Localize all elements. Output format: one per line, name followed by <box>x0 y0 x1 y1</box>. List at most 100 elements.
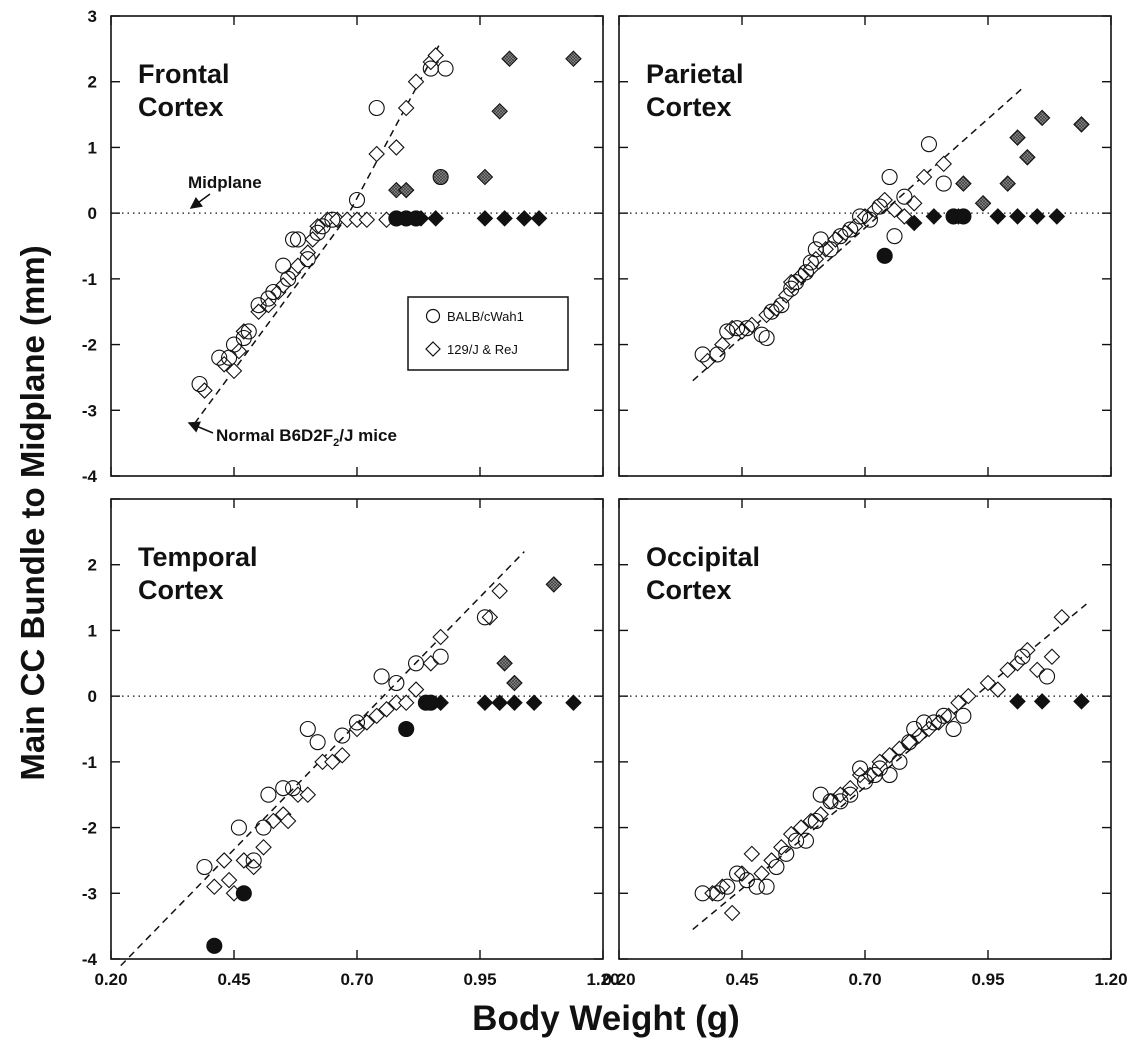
data-point-circle-open <box>437 60 454 77</box>
data-point-diamond-open <box>1053 609 1071 626</box>
data-point-diamond-open <box>304 231 321 248</box>
data-point-diamond-shaded <box>496 655 513 672</box>
data-point-circle-open <box>886 228 903 245</box>
data-point-circle-open <box>432 648 449 665</box>
y-tick-label: -1 <box>82 753 97 772</box>
data-point-diamond-shaded <box>999 175 1016 192</box>
data-point-diamond-filled <box>1009 208 1026 225</box>
data-point-circle-open <box>245 852 262 869</box>
data-point-circle-open <box>773 297 790 314</box>
data-point-diamond-open <box>714 336 731 353</box>
x-tick-label: 0.70 <box>848 970 881 989</box>
data-point-diamond-open <box>279 812 297 830</box>
data-point-circle-open <box>709 346 726 363</box>
annotations: Midplane Normal B6D2F2/J mice <box>187 173 397 449</box>
data-point-diamond-open <box>299 244 317 261</box>
data-point-diamond-open <box>881 747 898 764</box>
data-point-diamond-open <box>699 352 716 370</box>
data-point-diamond-shaded <box>491 103 508 120</box>
data-point-diamond-open <box>235 323 253 340</box>
panel-title-line: Temporal <box>138 542 258 572</box>
data-point-circle-open <box>915 714 933 731</box>
data-point-diamond-open <box>220 871 238 889</box>
data-point-diamond-open <box>274 277 292 294</box>
data-point-circle-open <box>935 175 952 192</box>
legend-box <box>407 296 569 371</box>
data-point-circle-open <box>955 707 972 724</box>
data-point-diamond-open <box>250 303 267 320</box>
data-point-circle-open <box>299 720 316 738</box>
y-tick-label: -3 <box>82 884 97 903</box>
data-point-diamond-open <box>960 687 977 705</box>
data-point-diamond-filled <box>1009 693 1026 710</box>
data-point-circle-open <box>852 208 869 225</box>
data-point-circle-open <box>807 812 824 830</box>
data-point-diamond-shaded <box>955 175 972 192</box>
data-point-circle-shaded <box>432 168 449 186</box>
data-point-circle-open <box>945 720 962 738</box>
data-point-circle-open <box>758 878 775 895</box>
data-point-diamond-open <box>861 766 879 784</box>
x-tick-label: 0.70 <box>340 970 373 989</box>
x-tick-label: 0.95 <box>463 970 496 989</box>
data-point-diamond-filled <box>516 210 533 227</box>
data-point-circle-open <box>871 198 888 215</box>
data-point-diamond-open <box>368 707 385 725</box>
data-point-diamond-open <box>733 865 751 882</box>
data-point-diamond-filled <box>530 210 548 227</box>
data-point-diamond-open <box>910 727 928 744</box>
data-point-circle-open <box>738 320 755 337</box>
data-point-circle-open <box>260 786 277 803</box>
panel-title-line: Cortex <box>138 92 224 122</box>
data-point-diamond-filled <box>427 210 444 227</box>
legend-diamond-marker <box>425 341 441 357</box>
data-point-diamond-open <box>215 356 233 373</box>
y-tick-label: 2 <box>88 73 97 92</box>
data-point-circle-open <box>476 609 493 626</box>
panel-title-line: Cortex <box>138 575 224 605</box>
x-tick-label: 0.20 <box>602 970 635 989</box>
data-point-circle-open <box>822 241 839 258</box>
data-point-diamond-filled <box>476 210 494 227</box>
data-point-circle-open <box>788 832 805 849</box>
legend-label-balb: BALB/cWah1 <box>447 309 524 324</box>
data-point-circle-open <box>373 668 390 685</box>
data-point-diamond-open <box>891 740 908 757</box>
data-point-diamond-open <box>255 839 272 856</box>
y-axis-label: Main CC Bundle to Midplane (mm) <box>14 245 51 780</box>
data-point-circle-filled <box>398 720 415 738</box>
data-point-diamond-open <box>905 195 923 212</box>
data-point-circle-open <box>348 191 366 209</box>
data-point-diamond-open <box>841 779 859 797</box>
data-point-diamond-filled <box>1073 693 1090 710</box>
data-point-diamond-open <box>368 145 385 163</box>
data-point-circle-open <box>719 878 736 895</box>
data-point-circle-open <box>299 251 316 268</box>
data-point-circle-open <box>822 793 839 810</box>
data-point-diamond-open <box>333 747 351 764</box>
data-point-circle-open <box>240 323 257 340</box>
data-point-circle-filled <box>407 210 425 227</box>
data-point-circle-filled <box>235 885 252 902</box>
x-tick-label: 1.20 <box>586 970 619 989</box>
data-point-diamond-open <box>206 878 223 895</box>
x-tick-label: 1.20 <box>1094 970 1127 989</box>
panel-title-line: Cortex <box>646 92 732 122</box>
data-point-diamond-shaded <box>506 674 523 692</box>
data-point-diamond-filled <box>989 208 1007 225</box>
data-point-diamond-open <box>309 218 326 235</box>
data-point-circle-open <box>255 819 272 836</box>
data-point-circle-open <box>196 858 213 876</box>
data-point-diamond-open <box>407 681 425 698</box>
data-point-diamond-open <box>915 168 933 186</box>
data-point-diamond-filled <box>905 214 923 232</box>
data-point-diamond-open <box>432 628 449 646</box>
data-point-circle-open <box>191 375 208 393</box>
data-point-diamond-open <box>265 812 282 830</box>
midplane-annotation: Midplane <box>188 173 262 192</box>
y-tick-label: 0 <box>88 204 97 223</box>
data-point-circle-filled <box>422 694 439 711</box>
data-point-circle-open <box>861 211 878 228</box>
